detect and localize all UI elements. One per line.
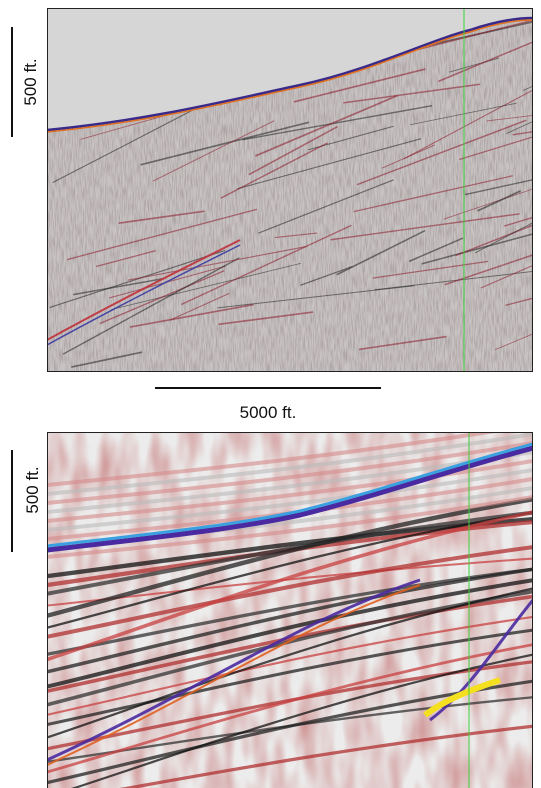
reflector xyxy=(47,578,421,762)
bright-spot xyxy=(423,677,501,718)
reflector xyxy=(47,567,533,674)
reflector xyxy=(47,511,533,629)
reflector xyxy=(47,459,533,523)
reflector xyxy=(459,100,533,161)
reflector xyxy=(465,174,533,196)
reflector xyxy=(403,74,533,160)
reflector xyxy=(494,290,533,351)
reflector xyxy=(455,203,533,257)
reflector xyxy=(47,615,533,716)
reflector xyxy=(421,215,533,265)
reflector xyxy=(66,208,258,261)
reflector xyxy=(356,119,527,186)
reflector xyxy=(110,262,301,310)
reflector xyxy=(180,224,352,306)
reflector xyxy=(274,232,318,239)
reflector xyxy=(358,335,447,351)
reflector xyxy=(47,441,533,505)
seismic-section-processed xyxy=(47,432,533,788)
reflector xyxy=(477,190,521,212)
reflector xyxy=(443,188,533,220)
reflector xyxy=(127,246,307,281)
reflector xyxy=(47,432,503,487)
reflector xyxy=(47,567,533,656)
reflector xyxy=(505,263,533,307)
reflector xyxy=(444,226,533,286)
reflector xyxy=(47,643,533,774)
reflector xyxy=(220,142,328,199)
reflector xyxy=(140,121,310,166)
vertical-scale-label: 500 ft. xyxy=(23,466,42,513)
reflector xyxy=(47,497,533,618)
reflector xyxy=(95,250,156,268)
reflector xyxy=(72,278,163,296)
panel-frame xyxy=(47,432,533,788)
reflector xyxy=(118,210,205,225)
reflector xyxy=(237,138,422,190)
reflector xyxy=(62,257,240,355)
reflector xyxy=(47,679,533,785)
reflector xyxy=(374,267,533,291)
vertical-scale-label: 500 ft. xyxy=(21,58,40,105)
reflector xyxy=(99,270,225,325)
reflector xyxy=(47,510,533,662)
reflector xyxy=(47,545,533,639)
reflector xyxy=(474,181,533,254)
reflector xyxy=(248,125,339,176)
panel-frame xyxy=(47,8,533,372)
seafloor xyxy=(47,445,533,553)
reflector xyxy=(242,105,433,141)
reflector xyxy=(504,198,533,227)
reflector xyxy=(47,587,533,739)
reflector xyxy=(410,102,517,126)
reflector xyxy=(152,120,275,182)
reflector xyxy=(255,94,398,157)
reflector xyxy=(218,311,314,326)
seafloor xyxy=(47,16,533,132)
reflector xyxy=(438,18,533,83)
reflector xyxy=(486,112,533,122)
reflector xyxy=(480,202,533,289)
reflector xyxy=(372,260,489,279)
seafloor-peak xyxy=(47,442,533,548)
reflector xyxy=(119,724,533,788)
reflector xyxy=(47,244,241,346)
horizontal-scale-label: 5000 ft. xyxy=(240,403,297,422)
reflector xyxy=(47,468,533,532)
reflector xyxy=(47,584,421,766)
reflector xyxy=(47,628,533,727)
reflector xyxy=(429,599,533,722)
reflector xyxy=(71,653,533,788)
reflector xyxy=(300,265,353,286)
reflector xyxy=(47,239,241,341)
reflector xyxy=(47,578,533,689)
reflector xyxy=(353,175,513,213)
seismic-section-raw xyxy=(47,8,533,372)
reflector xyxy=(408,237,464,263)
reflector xyxy=(343,83,481,104)
reflector xyxy=(129,303,254,328)
reflector xyxy=(71,351,143,368)
seafloor-peak xyxy=(47,19,533,133)
reflector xyxy=(258,179,394,234)
reflector xyxy=(170,292,230,321)
reflector xyxy=(217,285,415,309)
reflector xyxy=(47,510,533,596)
reflector xyxy=(330,213,520,241)
reflector xyxy=(52,108,195,184)
reflector xyxy=(47,696,533,764)
reflector xyxy=(47,432,533,496)
reflector xyxy=(293,68,426,103)
reflector xyxy=(47,495,533,559)
